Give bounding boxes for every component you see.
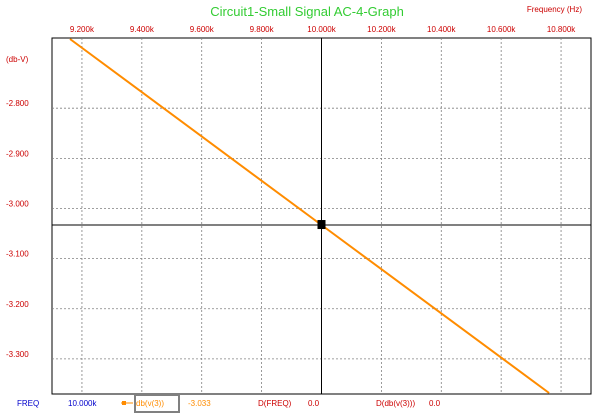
y-tick-label: -3.100 (6, 250, 29, 259)
readout-dseries-label: D(db(v(3))) (376, 399, 415, 408)
y-tick-label: -2.800 (6, 99, 29, 108)
x-tick-label: 10.000k (307, 25, 336, 34)
y-tick-label: -3.300 (6, 350, 29, 359)
x-tick-label: 10.400k (427, 25, 456, 34)
cursor-marker (317, 220, 326, 230)
x-tick-label: 9.400k (130, 25, 155, 34)
readout-freq-label: FREQ (17, 399, 39, 408)
y-unit-label: (db-V) (6, 55, 29, 64)
readout-series-name[interactable]: db(v(3)) (136, 399, 164, 408)
readout-freq-value: 10.000k (68, 399, 97, 408)
legend-marker (121, 401, 133, 405)
x-unit-label: Frequency (Hz) (527, 5, 582, 14)
plot-layer: 9.200k 9.400k 9.600k 9.800k 10.000k 10.200k 10… (6, 25, 592, 395)
x-tick-label: 9.200k (70, 25, 95, 34)
readout-dfreq-label: D(FREQ) (258, 399, 292, 408)
y-tick-label: -3.000 (6, 199, 29, 208)
series-legend-box[interactable] (134, 394, 180, 413)
x-tick-label: 9.800k (250, 25, 275, 34)
x-tick-label: 10.200k (367, 25, 396, 34)
y-tick-label: -2.900 (6, 149, 29, 158)
x-tick-label: 10.800k (547, 25, 576, 34)
x-tick-label: 9.600k (190, 25, 215, 34)
x-tick-label: 10.600k (487, 25, 516, 34)
y-tick-label: -3.200 (6, 300, 29, 309)
graph-title: Circuit1-Small Signal AC-4-Graph (210, 4, 404, 19)
readout-series-value: -3.033 (188, 399, 211, 408)
readout-dseries-value: 0.0 (429, 399, 441, 408)
readout-dfreq-value: 0.0 (308, 399, 320, 408)
